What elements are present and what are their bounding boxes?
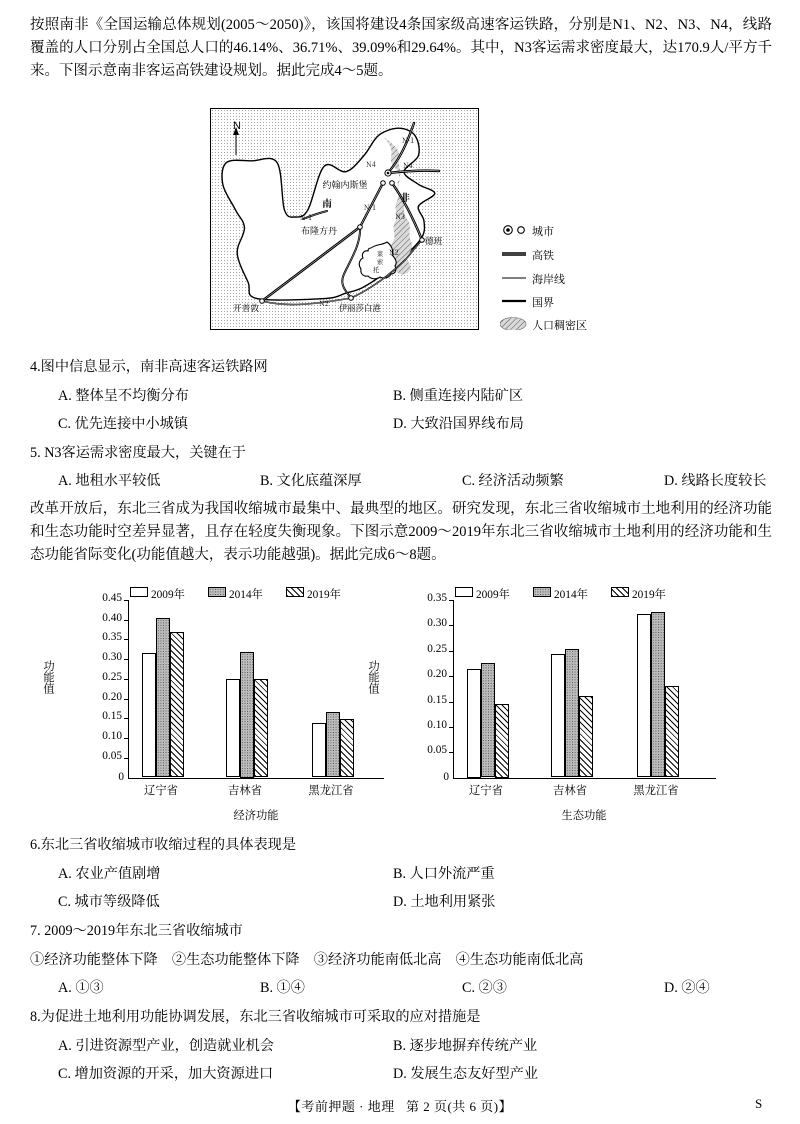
svg-text:N2: N2: [319, 299, 329, 309]
svg-text:布隆方丹: 布隆方丹: [301, 224, 337, 237]
svg-text:非: 非: [400, 190, 410, 204]
svg-text:德班: 德班: [425, 235, 443, 247]
svg-text:人口稠密区: 人口稠密区: [532, 317, 587, 330]
svg-text:N3: N3: [395, 212, 405, 222]
svg-text:国界: 国界: [532, 294, 554, 310]
svg-text:N2: N2: [389, 248, 399, 258]
svg-text:南: 南: [322, 196, 332, 210]
svg-text:海岸线: 海岸线: [532, 271, 565, 287]
svg-text:N·1: N·1: [364, 203, 376, 213]
svg-text:N·1: N·1: [300, 213, 312, 223]
svg-text:高铁: 高铁: [532, 247, 554, 263]
svg-text:开普敦: 开普敦: [233, 302, 259, 314]
svg-text:城市: 城市: [532, 223, 554, 239]
svg-text:N4: N4: [366, 160, 376, 170]
svg-text:N·1: N·1: [402, 136, 414, 146]
svg-text:N4: N4: [403, 161, 413, 171]
svg-text:托: 托: [373, 265, 380, 274]
svg-text:伊丽莎白港: 伊丽莎白港: [339, 302, 381, 314]
svg-text:约翰内斯堡: 约翰内斯堡: [322, 178, 367, 191]
